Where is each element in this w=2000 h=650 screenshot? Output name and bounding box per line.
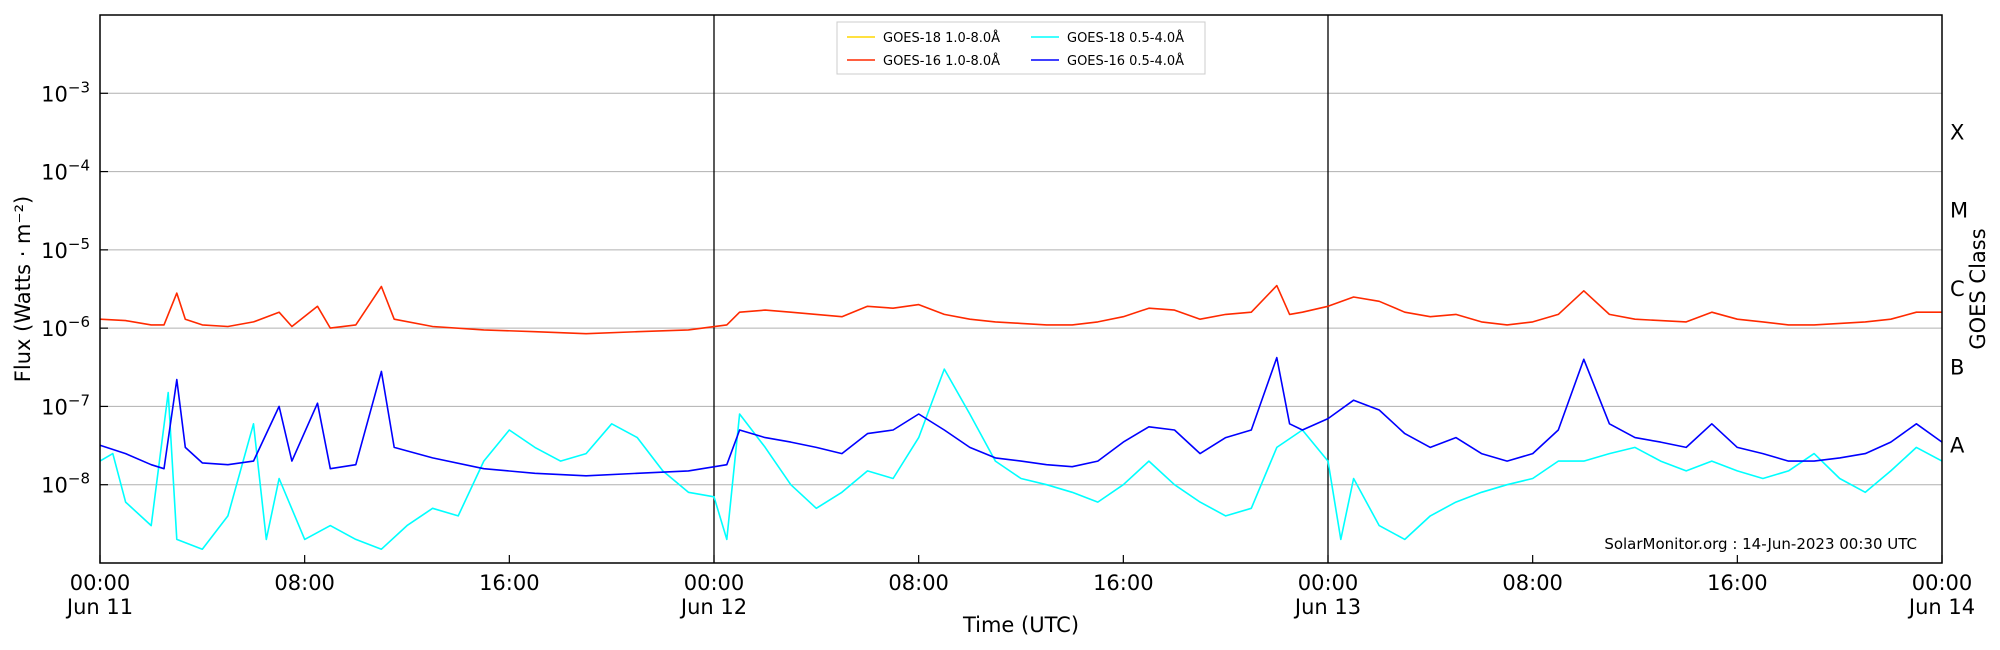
goes-class-a: A xyxy=(1950,434,1965,458)
x-tick-date-label: Jun 11 xyxy=(65,595,133,619)
y-tick-label: 10−6 xyxy=(41,313,90,341)
legend-label: GOES-16 0.5-4.0Å xyxy=(1067,53,1184,69)
grid-layer xyxy=(100,92,1942,486)
x-tick-label: 08:00 xyxy=(888,571,949,595)
x-tick-label: 08:00 xyxy=(1502,571,1563,595)
goes-class-x: X xyxy=(1950,120,1964,144)
plot-frame xyxy=(99,14,1943,564)
goes-class-b: B xyxy=(1950,355,1964,379)
goes-class-c: C xyxy=(1950,277,1965,301)
series-line-2 xyxy=(99,368,1943,550)
series-layer xyxy=(99,284,1943,550)
x-tick-label: 00:00 xyxy=(684,571,745,595)
goes-class-labels: A B C M X xyxy=(1950,120,1968,457)
y-axis-label: Flux (Watts · m⁻²) xyxy=(11,196,35,382)
x-tick-date-label: Jun 14 xyxy=(1907,595,1975,619)
y-axis-ticks: 10−8 10−7 10−6 10−5 10−4 10−3 xyxy=(41,78,108,498)
y2-axis-label: GOES Class xyxy=(1966,228,1990,349)
y-tick-label: 10−5 xyxy=(41,235,90,263)
day-boundary-layer xyxy=(713,15,1329,563)
legend-label: GOES-18 1.0-8.0Å xyxy=(883,30,1000,46)
x-axis-label: Time (UTC) xyxy=(962,613,1079,637)
x-tick-label: 00:00 xyxy=(70,571,131,595)
x-tick-label: 16:00 xyxy=(479,571,540,595)
x-tick-date-label: Jun 12 xyxy=(679,595,747,619)
x-tick-label: 00:00 xyxy=(1912,571,1973,595)
series-line-3 xyxy=(99,356,1943,477)
credit-annotation: SolarMonitor.org : 14-Jun-2023 00:30 UTC xyxy=(1604,535,1917,553)
x-tick-label: 16:00 xyxy=(1093,571,1154,595)
x-tick-label: 08:00 xyxy=(274,571,335,595)
legend-items: GOES-18 1.0-8.0Å GOES-18 0.5-4.0Å GOES-16 … xyxy=(847,30,1184,69)
y-tick-label: 10−3 xyxy=(41,78,90,106)
legend-label: GOES-16 1.0-8.0Å xyxy=(883,53,1000,69)
x-tick-date-label: Jun 13 xyxy=(1293,595,1361,619)
x-tick-label: 16:00 xyxy=(1707,571,1768,595)
x-tick-label: 00:00 xyxy=(1298,571,1359,595)
y-tick-label: 10−4 xyxy=(41,157,90,185)
series-line-1 xyxy=(99,284,1942,335)
legend-box xyxy=(836,21,1206,75)
y-tick-label: 10−8 xyxy=(41,470,90,498)
y-tick-label: 10−7 xyxy=(41,391,90,419)
goes-class-m: M xyxy=(1950,199,1968,223)
legend-label: GOES-18 0.5-4.0Å xyxy=(1067,30,1184,46)
legend: GOES-18 1.0-8.0Å GOES-18 0.5-4.0Å GOES-16 … xyxy=(836,21,1206,75)
